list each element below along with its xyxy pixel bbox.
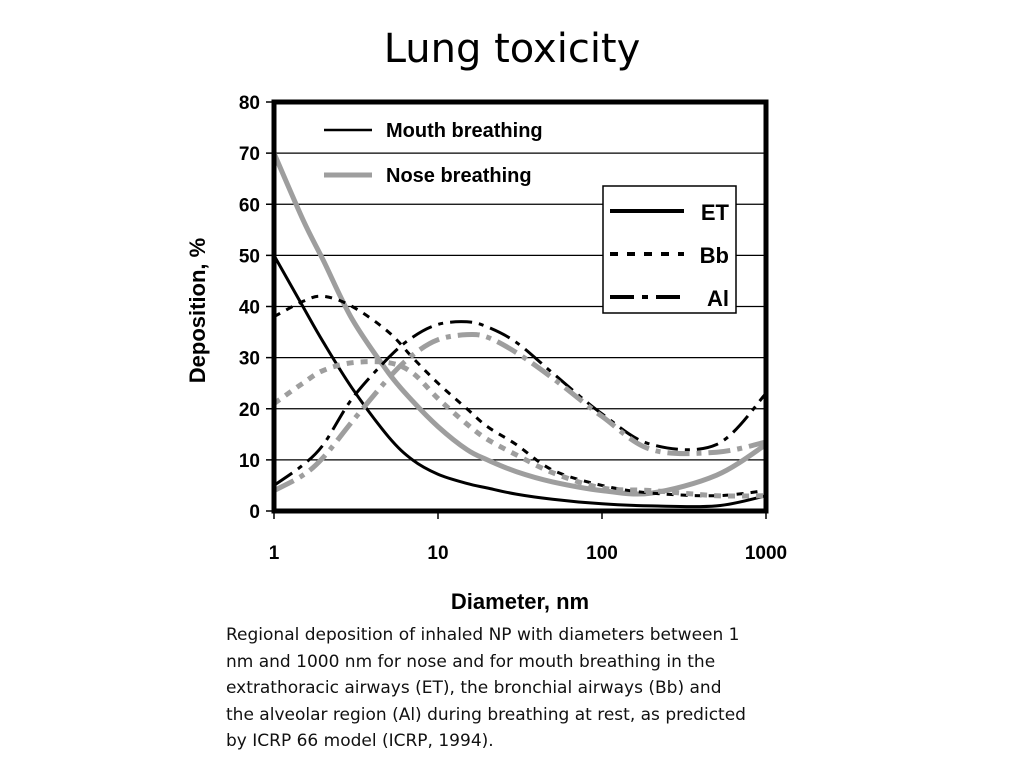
y-tick-label: 50 <box>239 246 260 267</box>
caption-line: extrathoracic airways (ET), the bronchia… <box>226 678 722 698</box>
y-tick-label: 40 <box>239 298 260 319</box>
series-line-bb-nose <box>272 359 767 499</box>
y-tick-label: 20 <box>239 400 260 421</box>
caption-line: the alveolar region (Al) during breathin… <box>226 704 746 725</box>
legend-box <box>602 185 737 314</box>
x-tick-label: 1000 <box>745 543 787 564</box>
slide-title: Lung toxicity <box>383 26 641 72</box>
x-axis-label: Diameter, nm <box>451 589 589 614</box>
legend-label: ET <box>701 200 730 225</box>
series-line-bb-mouth <box>273 294 767 498</box>
y-tick-label: 80 <box>239 93 260 114</box>
x-tick-label: 10 <box>427 543 448 564</box>
series-line-al-nose <box>272 331 767 493</box>
series-lines <box>271 152 768 509</box>
legend-label: Bb <box>700 243 729 268</box>
y-axis-label: Deposition, % <box>185 238 210 383</box>
y-tick-label: 30 <box>239 349 260 370</box>
series-line-et-mouth <box>272 254 767 509</box>
figure-caption: Regional deposition of inhaled NP with d… <box>226 622 806 755</box>
legend-label: Mouth breathing <box>386 120 543 142</box>
x-tick-label: 1 <box>269 543 280 564</box>
series-line-et-nose <box>271 152 768 497</box>
y-tick-label: 10 <box>239 451 260 472</box>
caption-line: nm and 1000 nm for nose and for mouth br… <box>226 651 716 672</box>
legend-label: Al <box>707 286 729 311</box>
y-tick-label: 60 <box>239 195 260 216</box>
y-tick-label: 0 <box>249 502 260 523</box>
legend-breathing: Mouth breathing Nose breathing <box>324 120 543 187</box>
legend-region: ET Bb Al <box>602 185 737 314</box>
legend-label: Nose breathing <box>386 165 532 187</box>
caption-line: Regional deposition of inhaled NP with d… <box>226 625 740 645</box>
y-tick-label: 70 <box>239 144 260 165</box>
caption-line: by ICRP 66 model (ICRP, 1994). <box>226 731 494 751</box>
series-line-al-mouth <box>273 320 768 487</box>
axis-ticks: 0 10 20 30 40 50 60 70 80 1 10 100 1000 <box>239 93 787 564</box>
x-tick-label: 100 <box>586 543 618 564</box>
